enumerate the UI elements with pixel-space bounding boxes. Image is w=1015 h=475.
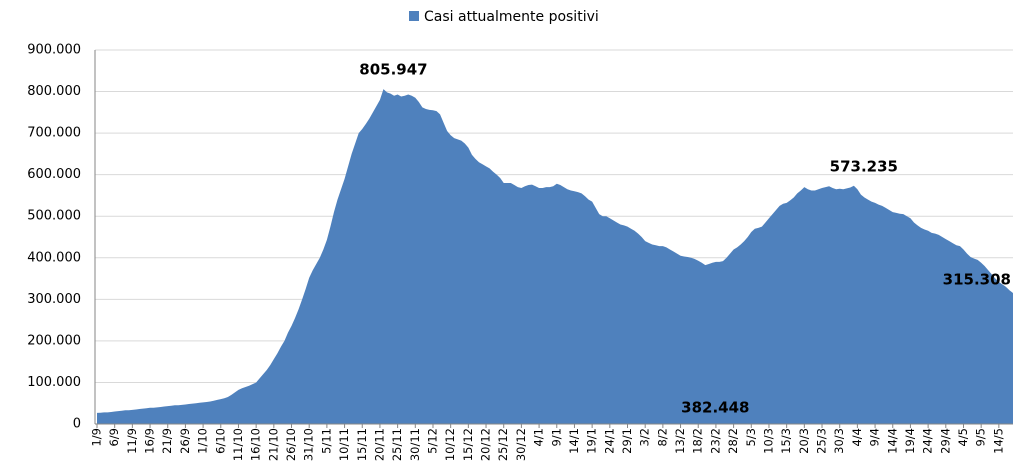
x-tick-label: 14/1 [567, 428, 581, 454]
y-tick-label: 300.000 [27, 292, 81, 307]
data-label: 805.947 [359, 61, 427, 79]
x-tick-label: 11/9 [125, 428, 139, 454]
y-tick-label: 800.000 [27, 84, 81, 99]
x-tick-label: 10/3 [761, 428, 775, 454]
legend: Casi attualmente positivi [409, 9, 599, 25]
legend-swatch [409, 11, 419, 21]
y-tick-label: 600.000 [27, 167, 81, 182]
x-tick-label: 13/2 [673, 428, 687, 454]
y-tick-label: 100.000 [27, 375, 81, 390]
x-tick-label: 30/3 [832, 428, 846, 454]
x-tick-label: 24/1 [602, 428, 616, 454]
x-tick-label: 30/12 [514, 428, 528, 461]
data-label: 315.308 [943, 270, 1011, 288]
x-tick-label: 21/9 [160, 428, 174, 454]
y-tick-label: 400.000 [27, 250, 81, 265]
x-tick-label: 15/11 [355, 428, 369, 461]
x-tick-label: 20/3 [797, 428, 811, 454]
x-tick-label: 10/11 [337, 428, 351, 461]
x-tick-label: 5/11 [319, 428, 333, 454]
x-tick-label: 16/10 [249, 428, 263, 461]
x-tick-label: 14/5 [991, 428, 1005, 454]
legend-label: Casi attualmente positivi [424, 9, 599, 25]
x-tick-label: 23/2 [708, 428, 722, 454]
x-tick-label: 21/10 [266, 428, 280, 461]
x-tick-label: 1/9 [90, 428, 104, 447]
x-tick-label: 6/9 [107, 428, 121, 447]
y-tick-label: 0 [73, 417, 81, 432]
x-tick-label: 25/3 [815, 428, 829, 454]
x-tick-label: 25/11 [390, 428, 404, 461]
data-label: 382.448 [681, 399, 749, 417]
x-tick-label: 4/4 [850, 428, 864, 447]
x-tick-label: 18/2 [691, 428, 705, 454]
x-tick-label: 20/12 [479, 428, 493, 461]
x-tick-label: 4/1 [532, 428, 546, 447]
x-tick-label: 9/1 [549, 428, 563, 447]
y-tick-label: 200.000 [27, 333, 81, 348]
x-tick-label: 30/11 [408, 428, 422, 461]
x-tick-label: 19/1 [585, 428, 599, 454]
x-tick-label: 20/11 [372, 428, 386, 461]
x-tick-label: 28/2 [726, 428, 740, 454]
x-tick-label: 6/10 [213, 428, 227, 454]
area [97, 89, 1013, 424]
x-tick-label: 9/4 [868, 428, 882, 447]
x-tick-label: 26/10 [284, 428, 298, 461]
x-tick-label: 5/12 [425, 428, 439, 454]
x-tick-label: 9/5 [974, 428, 988, 447]
x-tick-label: 15/12 [461, 428, 475, 461]
x-tick-label: 16/9 [143, 428, 157, 454]
x-tick-label: 8/2 [655, 428, 669, 447]
x-tick-label: 14/4 [885, 428, 899, 454]
x-tick-label: 1/10 [196, 428, 210, 454]
x-tick-label: 3/2 [638, 428, 652, 447]
y-tick-label: 700.000 [27, 126, 81, 141]
data-label: 573.235 [830, 157, 898, 175]
x-tick-label: 29/4 [938, 428, 952, 454]
y-tick-label: 900.000 [27, 43, 81, 58]
y-tick-label: 500.000 [27, 209, 81, 224]
x-tick-label: 31/10 [302, 428, 316, 461]
x-tick-label: 26/9 [178, 428, 192, 454]
x-tick-label: 19/4 [903, 428, 917, 454]
x-tick-label: 24/4 [921, 428, 935, 454]
x-tick-label: 5/3 [744, 428, 758, 447]
x-tick-label: 10/12 [443, 428, 457, 461]
x-tick-label: 29/1 [620, 428, 634, 454]
x-tick-label: 15/3 [779, 428, 793, 454]
x-tick-label: 25/12 [496, 428, 510, 461]
x-tick-label: 4/5 [956, 428, 970, 447]
x-tick-label: 11/10 [231, 428, 245, 461]
